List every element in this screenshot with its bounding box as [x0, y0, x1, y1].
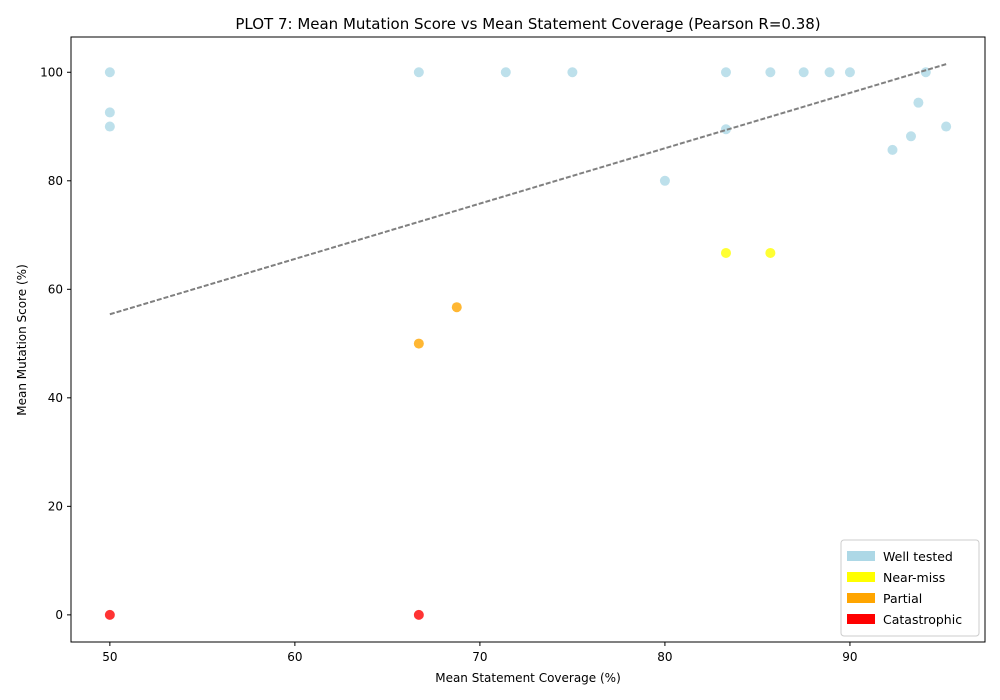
legend-label: Well tested	[883, 549, 953, 564]
data-point-well-tested	[413, 67, 424, 78]
legend-box	[840, 539, 980, 637]
x-tick-label: 70	[472, 650, 487, 664]
x-axis-label: Mean Statement Coverage (%)	[435, 671, 621, 685]
data-point-catastrophic	[104, 609, 115, 620]
data-point-well-tested	[905, 131, 916, 142]
data-point-well-tested	[913, 97, 924, 108]
legend-swatch	[847, 593, 875, 603]
legend-label: Catastrophic	[883, 612, 962, 627]
data-point-near-miss	[765, 247, 776, 258]
data-point-well-tested	[844, 67, 855, 78]
data-point-well-tested	[720, 67, 731, 78]
data-point-well-tested	[824, 67, 835, 78]
legend: Well tested Near-miss Partial Catastrophic	[840, 539, 980, 637]
data-point-well-tested	[500, 67, 511, 78]
x-tick-label: 60	[287, 650, 302, 664]
data-point-catastrophic	[413, 609, 424, 620]
x-tick-label: 80	[657, 650, 672, 664]
y-axis-label: Mean Mutation Score (%)	[15, 264, 29, 416]
y-tick-label: 0	[55, 608, 63, 622]
legend-label: Partial	[883, 591, 922, 606]
chart-title: PLOT 7: Mean Mutation Score vs Mean Stat…	[235, 15, 820, 33]
legend-swatch	[847, 572, 875, 582]
data-point-well-tested	[104, 121, 115, 132]
y-tick-label: 80	[48, 174, 63, 188]
legend-swatch	[847, 614, 875, 624]
plot-area: 50 60 70 80 90 0 20 40 60 80 100	[40, 36, 986, 664]
y-tick-label: 60	[48, 282, 63, 296]
data-point-well-tested	[887, 144, 898, 155]
y-tick-label: 20	[48, 499, 63, 513]
x-tick-label: 50	[102, 650, 117, 664]
data-point-well-tested	[659, 175, 670, 186]
legend-label: Near-miss	[883, 570, 945, 585]
data-point-partial	[451, 302, 462, 313]
plot-frame	[70, 36, 986, 643]
trend-line	[109, 63, 947, 316]
data-point-well-tested	[941, 121, 952, 132]
data-point-well-tested	[104, 107, 115, 118]
y-tick-label: 40	[48, 391, 63, 405]
data-point-near-miss	[720, 247, 731, 258]
data-point-partial	[413, 338, 424, 349]
data-point-well-tested	[567, 67, 578, 78]
data-point-well-tested	[798, 67, 809, 78]
y-tick-label: 100	[40, 65, 63, 79]
x-tick-label: 90	[842, 650, 857, 664]
data-point-well-tested	[104, 67, 115, 78]
data-point-well-tested	[765, 67, 776, 78]
legend-swatch	[847, 551, 875, 561]
